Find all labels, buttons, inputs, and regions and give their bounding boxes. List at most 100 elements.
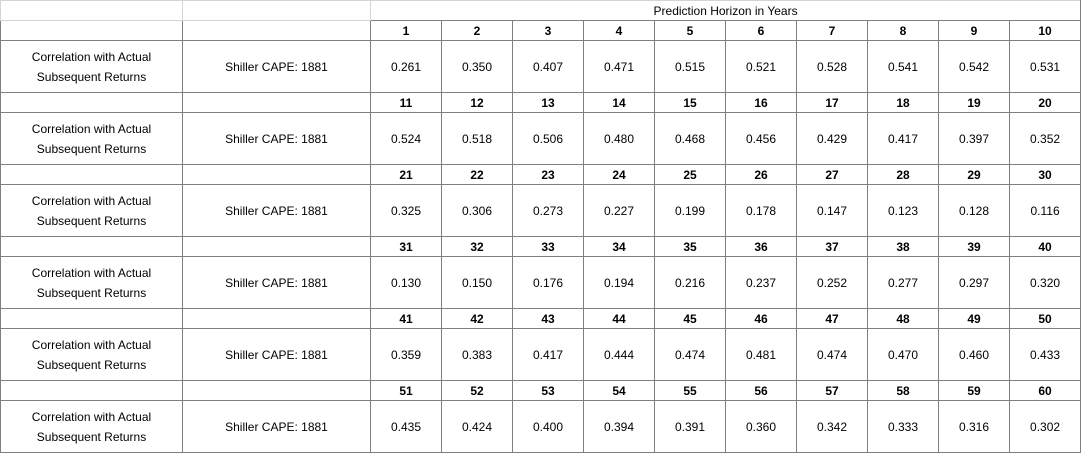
- correlation-value: 0.194: [583, 256, 655, 309]
- horizon-number: 28: [867, 164, 939, 185]
- correlation-value: 0.383: [441, 328, 513, 381]
- horizon-number: 9: [938, 20, 1010, 41]
- row-label: Correlation with Actual Subsequent Retur…: [0, 40, 183, 93]
- row-label: Correlation with Actual Subsequent Retur…: [0, 112, 183, 165]
- blank-cell: [182, 0, 371, 21]
- correlation-value: 0.297: [938, 256, 1010, 309]
- horizon-number: 52: [441, 380, 513, 401]
- row-label: Correlation with Actual Subsequent Retur…: [0, 400, 183, 453]
- data-row: Correlation with Actual Subsequent Retur…: [0, 328, 1081, 381]
- horizon-number: 34: [583, 236, 655, 257]
- horizon-row: 21 22 23 24 25 26 27 28 29 30: [0, 164, 1081, 185]
- horizon-number: 49: [938, 308, 1010, 329]
- blank-cell: [182, 308, 371, 329]
- correlation-value: 0.518: [441, 112, 513, 165]
- correlation-value: 0.227: [583, 184, 655, 237]
- correlation-value: 0.199: [654, 184, 726, 237]
- horizon-number: 58: [867, 380, 939, 401]
- horizon-number: 6: [725, 20, 797, 41]
- row-label: Correlation with Actual Subsequent Retur…: [0, 184, 183, 237]
- horizon-number: 60: [1008, 380, 1081, 401]
- correlation-value: 0.481: [725, 328, 797, 381]
- correlation-value: 0.320: [1008, 256, 1081, 309]
- blank-cell: [182, 236, 371, 257]
- correlation-value: 0.123: [867, 184, 939, 237]
- data-row: Correlation with Actual Subsequent Retur…: [0, 184, 1081, 237]
- blank-cell: [182, 92, 371, 113]
- horizon-number: 5: [654, 20, 726, 41]
- row-label: Correlation with Actual Subsequent Retur…: [0, 328, 183, 381]
- horizon-number: 53: [512, 380, 584, 401]
- horizon-number: 46: [725, 308, 797, 329]
- horizon-number: 14: [583, 92, 655, 113]
- correlation-value: 0.273: [512, 184, 584, 237]
- data-row: Correlation with Actual Subsequent Retur…: [0, 40, 1081, 93]
- horizon-number: 39: [938, 236, 1010, 257]
- correlation-value: 0.444: [583, 328, 655, 381]
- horizon-number: 7: [796, 20, 868, 41]
- correlation-value: 0.176: [512, 256, 584, 309]
- horizon-number: 3: [512, 20, 584, 41]
- series-label: Shiller CAPE: 1881: [182, 184, 371, 237]
- correlation-value: 0.316: [938, 400, 1010, 453]
- horizon-number: 41: [370, 308, 442, 329]
- correlation-value: 0.474: [796, 328, 868, 381]
- correlation-value: 0.542: [938, 40, 1010, 93]
- correlation-value: 0.352: [1008, 112, 1081, 165]
- correlation-value: 0.391: [654, 400, 726, 453]
- horizon-number: 30: [1008, 164, 1081, 185]
- correlation-value: 0.435: [370, 400, 442, 453]
- horizon-row: 41 42 43 44 45 46 47 48 49 50: [0, 308, 1081, 329]
- horizon-number: 56: [725, 380, 797, 401]
- correlation-value: 0.150: [441, 256, 513, 309]
- horizon-row: 1 2 3 4 5 6 7 8 9 10: [0, 20, 1081, 41]
- horizon-number: 55: [654, 380, 726, 401]
- blank-cell: [0, 236, 183, 257]
- blank-cell: [0, 92, 183, 113]
- correlation-value: 0.417: [867, 112, 939, 165]
- horizon-number: 19: [938, 92, 1010, 113]
- correlation-value: 0.460: [938, 328, 1010, 381]
- correlation-value: 0.261: [370, 40, 442, 93]
- series-label: Shiller CAPE: 1881: [182, 328, 371, 381]
- horizon-number: 21: [370, 164, 442, 185]
- horizon-row: 11 12 13 14 15 16 17 18 19 20: [0, 92, 1081, 113]
- correlation-value: 0.237: [725, 256, 797, 309]
- horizon-number: 47: [796, 308, 868, 329]
- correlation-value: 0.342: [796, 400, 868, 453]
- correlation-value: 0.147: [796, 184, 868, 237]
- blank-cell: [182, 164, 371, 185]
- horizon-number: 44: [583, 308, 655, 329]
- horizon-number: 43: [512, 308, 584, 329]
- series-label: Shiller CAPE: 1881: [182, 40, 371, 93]
- blank-cell: [0, 20, 183, 41]
- horizon-number: 37: [796, 236, 868, 257]
- horizon-number: 48: [867, 308, 939, 329]
- horizon-number: 22: [441, 164, 513, 185]
- row-label: Correlation with Actual Subsequent Retur…: [0, 256, 183, 309]
- horizon-number: 13: [512, 92, 584, 113]
- correlation-value: 0.359: [370, 328, 442, 381]
- horizon-number: 40: [1008, 236, 1081, 257]
- data-row: Correlation with Actual Subsequent Retur…: [0, 256, 1081, 309]
- correlation-value: 0.474: [654, 328, 726, 381]
- blank-cell: [0, 380, 183, 401]
- series-label: Shiller CAPE: 1881: [182, 256, 371, 309]
- correlation-value: 0.541: [867, 40, 939, 93]
- horizon-number: 8: [867, 20, 939, 41]
- blank-cell: [182, 380, 371, 401]
- correlation-value: 0.397: [938, 112, 1010, 165]
- horizon-number: 32: [441, 236, 513, 257]
- horizon-number: 35: [654, 236, 726, 257]
- horizon-number: 54: [583, 380, 655, 401]
- correlation-value: 0.429: [796, 112, 868, 165]
- horizon-number: 27: [796, 164, 868, 185]
- horizon-number: 4: [583, 20, 655, 41]
- correlation-value: 0.277: [867, 256, 939, 309]
- horizon-number: 24: [583, 164, 655, 185]
- correlation-value: 0.524: [370, 112, 442, 165]
- horizon-number: 11: [370, 92, 442, 113]
- horizon-number: 12: [441, 92, 513, 113]
